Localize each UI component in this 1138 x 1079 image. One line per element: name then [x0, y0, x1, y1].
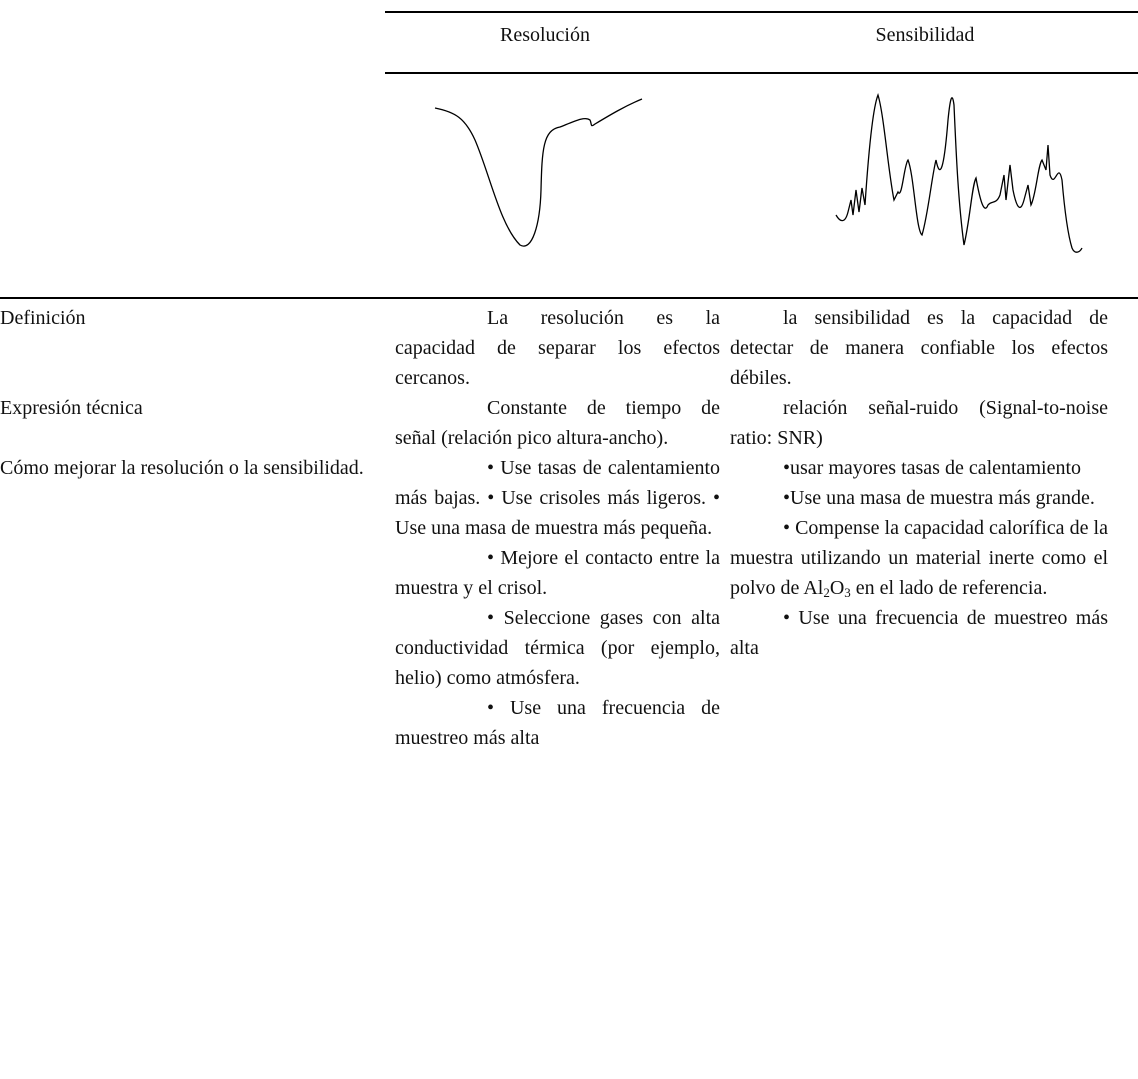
row-label: Expresión técnica	[0, 397, 143, 419]
cell: Constante de tiempo de señal (relación p…	[395, 393, 720, 453]
paragraph: • Seleccione gases con alta conductivida…	[395, 603, 720, 693]
column-header: Sensibilidad	[875, 24, 975, 46]
top-rule	[385, 11, 1138, 13]
paragraph: •usar mayores tasas de calentamiento	[730, 453, 1108, 483]
paragraph: relación señal-ruido (Signal-to-noise ra…	[730, 393, 1108, 453]
text: • Use una frecuencia de muestreo más alt…	[395, 697, 720, 749]
text: la sensibilidad es la capacidad de detec…	[730, 307, 1108, 389]
comparison-table: Definición La resolución es la capacidad …	[0, 303, 1138, 753]
paragraph: la sensibilidad es la capacidad de detec…	[730, 303, 1108, 393]
text: 2	[823, 585, 830, 600]
resolution-sketch	[434, 98, 643, 247]
cell: •usar mayores tasas de calentamiento •Use…	[730, 453, 1108, 753]
row-label: Definición	[0, 307, 86, 329]
text: •usar mayores tasas de calentamiento	[783, 457, 1081, 479]
text: • Mejore el contacto entre la muestra y …	[395, 547, 720, 599]
sketches	[434, 93, 1083, 253]
text: 3	[844, 585, 851, 600]
paragraph: • Use una frecuencia de muestreo más alt…	[730, 603, 1108, 663]
paragraph: • Mejore el contacto entre la muestra y …	[395, 543, 720, 603]
text: La resolución es la capacidad de separar…	[395, 307, 720, 389]
paragraph: • Compense la capacidad calorífica de la…	[730, 513, 1108, 603]
body-rule	[0, 297, 1138, 299]
cell: La resolución es la capacidad de separar…	[395, 303, 720, 393]
paragraph: • Use una frecuencia de muestreo más alt…	[395, 693, 720, 753]
text: • Compense la capacidad calorífica de la…	[730, 517, 1108, 599]
sensitivity-sketch	[835, 93, 1083, 253]
row-label: Cómo mejorar la resolución o la sensibil…	[0, 457, 364, 479]
cell: la sensibilidad es la capacidad de detec…	[730, 303, 1108, 393]
text: relación señal-ruido (Signal-to-noise ra…	[730, 397, 1108, 449]
text: •Use una masa de muestra más grande.	[783, 487, 1095, 509]
paragraph: Constante de tiempo de señal (relación p…	[395, 393, 720, 453]
text: • Seleccione gases con alta conductivida…	[395, 607, 720, 689]
text: • Use una frecuencia de muestreo más alt…	[730, 607, 1108, 659]
paragraph: •Use una masa de muestra más grande.	[730, 483, 1108, 513]
cell: • Use tasas de calentamiento más bajas. …	[395, 453, 720, 753]
cell: relación señal-ruido (Signal-to-noise ra…	[730, 393, 1108, 453]
text: O	[829, 577, 845, 599]
text: • Use tasas de calentamiento más bajas. …	[395, 457, 720, 539]
column-header: Resolución	[500, 24, 590, 46]
paragraph: • Use tasas de calentamiento más bajas. …	[395, 453, 720, 543]
text: Constante de tiempo de señal (relación p…	[395, 397, 720, 449]
header-rule	[385, 72, 1138, 74]
text: en el lado de referencia.	[850, 577, 1048, 599]
paragraph: La resolución es la capacidad de separar…	[395, 303, 720, 393]
